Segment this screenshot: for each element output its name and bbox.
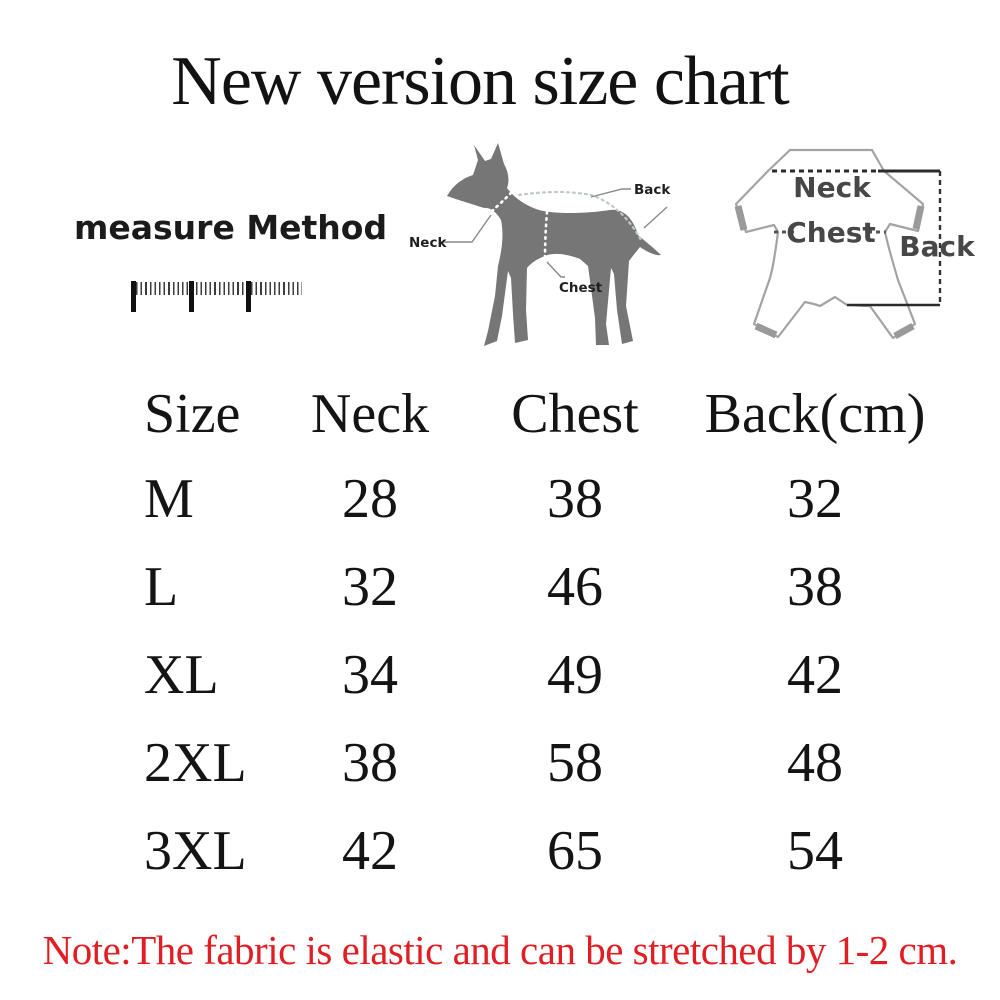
ruler-bar: [189, 281, 194, 312]
ruler-graphic: [131, 281, 303, 312]
back-value: 38: [787, 556, 843, 618]
neck-dotted-line: [490, 189, 515, 213]
note-text: Note:The fabric is elastic and can be st…: [42, 927, 958, 973]
chest-value: 49: [547, 644, 603, 706]
garment-neck-label: Neck: [793, 171, 872, 204]
chest-value: 65: [547, 820, 603, 882]
back-dotted-line: [517, 190, 644, 244]
leg-cuff-band: [754, 322, 778, 339]
garment-back-label: Back: [899, 230, 976, 263]
row-size-label: XL: [144, 644, 219, 706]
back-value: 54: [787, 820, 843, 882]
dog-silhouette: [447, 143, 661, 346]
page-title: New version size chart: [171, 43, 789, 120]
dog-measurement-diagram: Neck Back Chest: [409, 143, 671, 346]
neck-value: 38: [342, 732, 398, 794]
neck-value: 28: [342, 468, 398, 530]
sleeve-cuff-band: [734, 205, 748, 231]
neck-value: 32: [342, 556, 398, 618]
dog-chest-label: Chest: [559, 280, 603, 296]
ruler-bar: [246, 281, 251, 312]
ruler-bar: [131, 281, 136, 312]
column-header-back: Back(cm): [704, 383, 926, 445]
leg-cuff-band: [893, 322, 915, 340]
neck-value: 42: [342, 820, 398, 882]
garment-measurement-diagram: Neck Chest Back: [734, 148, 976, 340]
garment-outline: [734, 148, 925, 340]
back-value: 32: [787, 468, 843, 530]
dog-back-label: Back: [634, 182, 671, 198]
sleeve-cuff-band: [912, 205, 925, 230]
row-size-label: 3XL: [144, 820, 247, 882]
neck-leader-line: [441, 214, 492, 243]
chest-value: 46: [547, 556, 603, 618]
size-table: Size Neck Chest Back(cm) M 28 38 32 L 32…: [100, 373, 960, 895]
garment-chest-label: Chest: [786, 216, 876, 249]
chest-value: 38: [547, 468, 603, 530]
chest-dotted-line: [543, 210, 549, 261]
back-value: 48: [787, 732, 843, 794]
measure-method-label: measure Method: [74, 208, 388, 247]
back-leader-line: [590, 188, 631, 198]
back-value: 42: [787, 644, 843, 706]
dog-neck-label: Neck: [409, 235, 447, 251]
rump-leader-line: [643, 206, 668, 229]
column-header-neck: Neck: [310, 383, 430, 445]
row-size-label: M: [144, 468, 194, 530]
chest-leader-line: [546, 261, 565, 278]
ruler-tick-marks: [136, 282, 302, 295]
row-size-label: L: [144, 556, 179, 618]
neck-value: 34: [342, 644, 398, 706]
row-size-label: 2XL: [144, 732, 247, 794]
column-header-chest: Chest: [511, 383, 639, 445]
column-header-size: Size: [144, 383, 241, 445]
chest-value: 58: [547, 732, 603, 794]
